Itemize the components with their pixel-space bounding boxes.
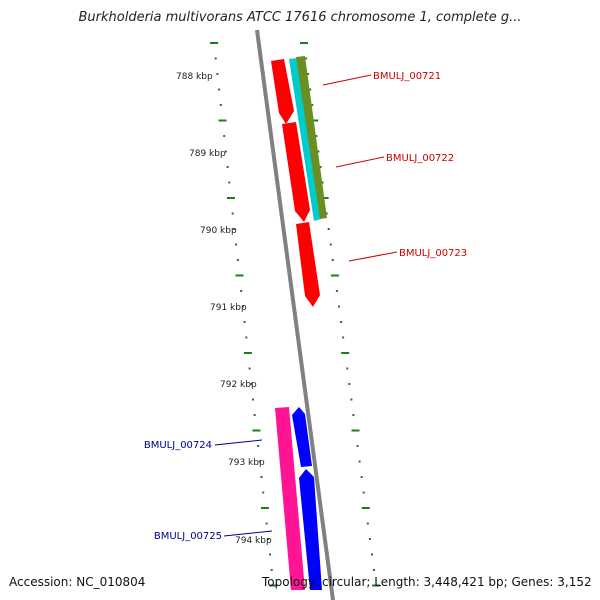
gene-arrow-2[interactable] (282, 122, 310, 222)
gene-arrow-1[interactable] (271, 59, 294, 124)
gene-label-00724[interactable]: BMULJ_00724 (144, 440, 212, 451)
topology-text: Topology: circular; Length: 3,448,421 bp… (262, 575, 592, 589)
gene-features (271, 56, 327, 590)
callout-line-00724 (214, 439, 263, 446)
accession-text: Accession: NC_010804 (9, 575, 146, 589)
gene-arrow-3[interactable] (296, 222, 320, 307)
tick-label-788: 788 kbp (176, 72, 213, 82)
tick-label-791: 791 kbp (210, 303, 247, 313)
olive-track-bar[interactable] (296, 56, 327, 219)
map-title: Burkholderia multivorans ATCC 17616 chro… (78, 10, 522, 25)
callout-line-00723 (348, 251, 398, 262)
gene-label-00723[interactable]: BMULJ_00723 (399, 248, 467, 259)
tick-label-792: 792 kbp (220, 380, 257, 390)
tick-label-793: 793 kbp (228, 458, 265, 468)
cyan-track-bar[interactable] (289, 58, 321, 221)
callout-line-00721 (322, 74, 372, 86)
tick-label-794: 794 kbp (235, 536, 272, 546)
tick-dots-inner (210, 42, 278, 587)
gene-label-00721[interactable]: BMULJ_00721 (373, 71, 441, 82)
tick-label-789: 789 kbp (189, 149, 226, 159)
blue-gene-arrow-1[interactable] (292, 407, 312, 467)
gene-label-00725[interactable]: BMULJ_00725 (154, 531, 222, 542)
tick-label-790: 790 kbp (200, 226, 237, 236)
chromosome-backbone (255, 29, 335, 600)
kbp-tick-labels: 788 kbp 789 kbp 790 kbp 791 kbp 792 kbp … (176, 72, 272, 546)
blue-gene-arrow-2[interactable] (299, 469, 322, 590)
pink-track-bar[interactable] (275, 407, 305, 590)
callout-line-00722 (335, 156, 385, 168)
gene-callouts: BMULJ_00721 BMULJ_00722 BMULJ_00723 BMUL… (144, 71, 467, 542)
callout-line-00725 (223, 530, 273, 537)
gene-label-00722[interactable]: BMULJ_00722 (386, 153, 454, 164)
